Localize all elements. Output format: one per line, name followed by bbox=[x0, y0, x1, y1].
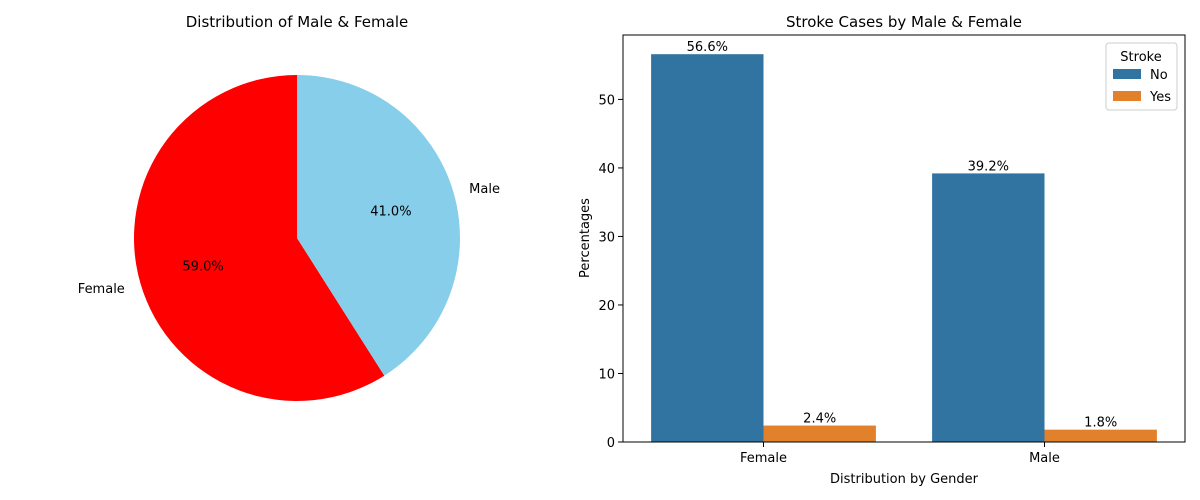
pie-chart-title: Distribution of Male & Female bbox=[186, 13, 409, 31]
legend-title: Stroke bbox=[1120, 50, 1161, 65]
bar-male-yes bbox=[1044, 429, 1157, 442]
y-tick-label-30: 30 bbox=[598, 230, 615, 245]
y-tick-label-50: 50 bbox=[598, 93, 615, 108]
legend-label-no: No bbox=[1150, 68, 1168, 83]
x-tick-label-male: Male bbox=[1029, 451, 1060, 466]
x-axis-label: Distribution by Gender bbox=[830, 472, 979, 487]
legend-swatch-yes bbox=[1113, 91, 1141, 101]
bar-value-label-female-yes: 2.4% bbox=[803, 412, 836, 427]
legend: Stroke No Yes bbox=[1105, 42, 1178, 111]
pie-slice-female bbox=[133, 75, 385, 402]
bar-value-labels: 56.6% 2.4% 39.2% 1.8% bbox=[687, 40, 1118, 430]
pie-pct-label-female: 59.0% bbox=[182, 259, 223, 274]
y-tick-label-10: 10 bbox=[598, 367, 615, 382]
bar-value-label-female-no: 56.6% bbox=[687, 40, 728, 55]
legend-swatch-no bbox=[1113, 69, 1141, 79]
y-tick-label-40: 40 bbox=[598, 162, 615, 177]
pie-chart: Distribution of Male & Female Female 59.0… bbox=[78, 13, 500, 402]
pie-slices bbox=[133, 74, 460, 402]
pie-labels: Female 59.0% Male 41.0% bbox=[78, 182, 500, 297]
pie-label-female: Female bbox=[78, 282, 125, 297]
pie-slice-male bbox=[297, 74, 460, 376]
x-axis: Female Male bbox=[740, 442, 1060, 466]
bar-chart: Stroke Cases by Male & Female 56.6% 2.4% 3… bbox=[578, 13, 1186, 487]
bars bbox=[651, 54, 1157, 443]
bar-female-no bbox=[651, 54, 764, 443]
legend-entries: No Yes bbox=[1113, 68, 1171, 105]
y-tick-label-20: 20 bbox=[598, 299, 615, 314]
bar-female-yes bbox=[763, 425, 876, 442]
legend-label-yes: Yes bbox=[1149, 90, 1171, 105]
bar-male-no bbox=[932, 173, 1045, 442]
bar-chart-title: Stroke Cases by Male & Female bbox=[786, 13, 1022, 31]
pie-pct-label-male: 41.0% bbox=[370, 205, 411, 220]
bar-value-label-male-yes: 1.8% bbox=[1084, 416, 1117, 431]
y-axis-label: Percentages bbox=[578, 198, 593, 278]
bar-value-label-male-no: 39.2% bbox=[968, 159, 1009, 174]
x-tick-label-female: Female bbox=[740, 451, 787, 466]
pie-label-male: Male bbox=[469, 182, 500, 197]
y-axis: 0 10 20 30 40 50 bbox=[598, 93, 623, 451]
y-tick-label-0: 0 bbox=[607, 436, 615, 451]
plot-frame bbox=[622, 34, 1186, 443]
